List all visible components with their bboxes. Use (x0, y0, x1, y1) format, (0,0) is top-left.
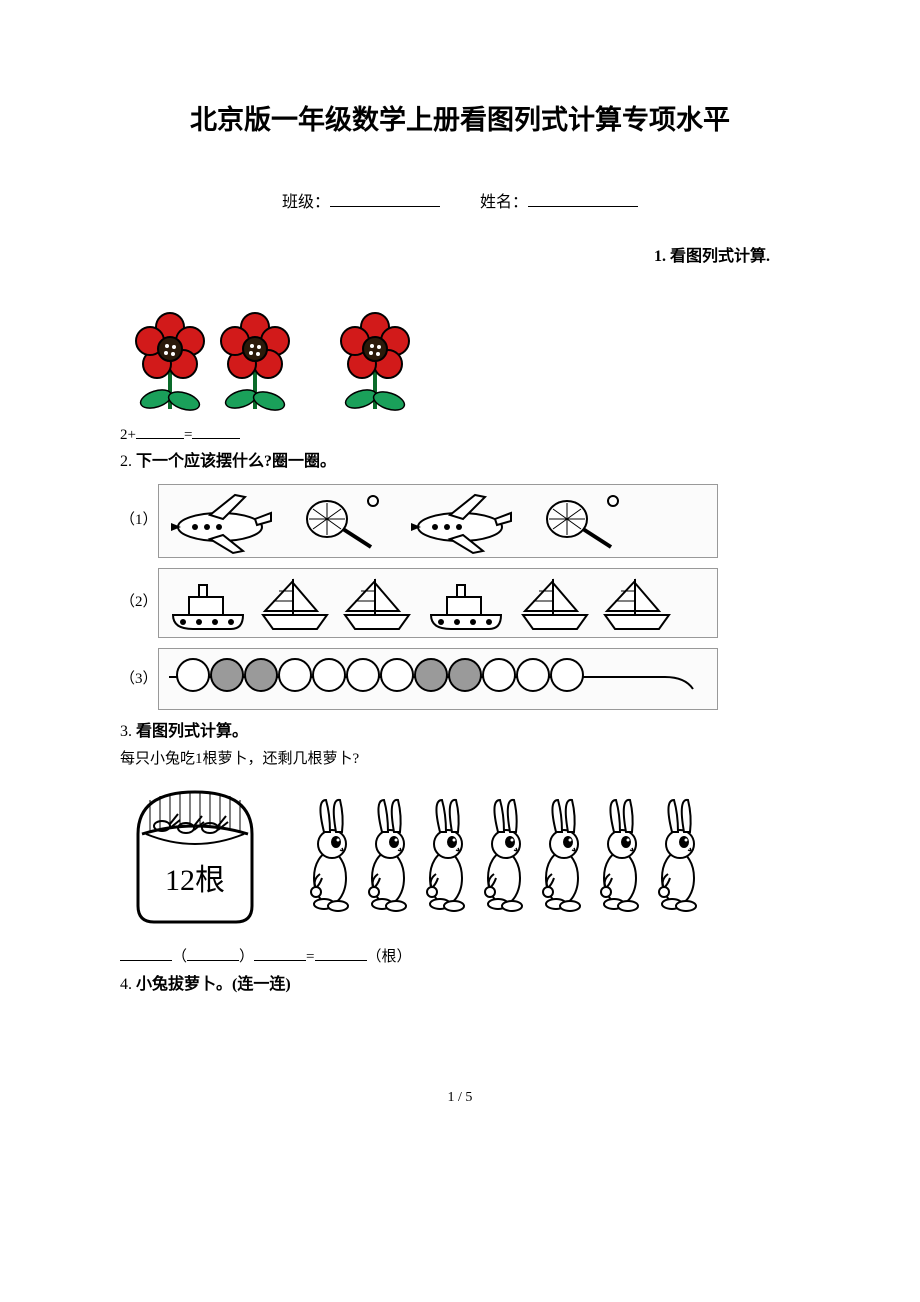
q2-row3-label: （3） (120, 668, 158, 691)
q4-num: 4. (120, 976, 136, 993)
q2-heading: 2. 下一个应该摆什么?圈一圈。 (120, 450, 800, 474)
q2-row3-figure (158, 648, 718, 710)
q2-row1-label: （1） (120, 509, 158, 532)
q3-blank-1[interactable] (120, 946, 172, 961)
q3-heading: 3. 看图列式计算。 (120, 720, 800, 744)
q2-num: 2. (120, 453, 136, 470)
q3-blank-2[interactable] (254, 946, 306, 961)
q2-row2-label: （2） (120, 591, 158, 614)
eq-equals: = (184, 427, 192, 443)
student-fields: 班级： 姓名： (120, 191, 800, 215)
q3-blank-op[interactable] (187, 946, 239, 961)
q1-heading: 1. 看图列式计算. (120, 245, 800, 269)
name-label: 姓名： (480, 194, 528, 211)
basket-label: 12根 (165, 864, 225, 897)
q3-subtext: 每只小兔吃1根萝卜，还剩几根萝卜? (120, 748, 800, 771)
q4-heading: 4. 小兔拔萝卜。(连一连) (120, 973, 800, 997)
q3-figure: 12根 (120, 778, 800, 928)
q3-blank-3[interactable] (315, 946, 367, 961)
page-title: 北京版一年级数学上册看图列式计算专项水平 (120, 100, 800, 141)
q3-equation: （）=（根） (120, 946, 800, 969)
q1-equation: 2+ = (120, 424, 800, 447)
class-label: 班级： (282, 194, 330, 211)
page-footer: 1 / 5 (120, 1087, 800, 1108)
eq-blank-1[interactable] (136, 424, 184, 439)
q3-unit: （根） (367, 949, 412, 965)
q1-figure (120, 279, 800, 419)
eq-prefix: 2+ (120, 427, 136, 443)
rabbits-svg (300, 778, 720, 928)
name-blank[interactable] (528, 191, 638, 207)
q4-title: 小兔拔萝卜。(连一连) (136, 976, 291, 993)
q2-row2-figure (158, 568, 718, 638)
eq-blank-2[interactable] (192, 424, 240, 439)
flowers-svg (120, 279, 440, 419)
q3-title: 看图列式计算。 (136, 723, 248, 740)
q2-title: 下一个应该摆什么?圈一圈。 (136, 453, 336, 470)
basket-svg: 12根 (120, 778, 270, 928)
q3-num: 3. (120, 723, 136, 740)
q2-row1-figure (158, 484, 718, 558)
class-blank[interactable] (330, 191, 440, 207)
